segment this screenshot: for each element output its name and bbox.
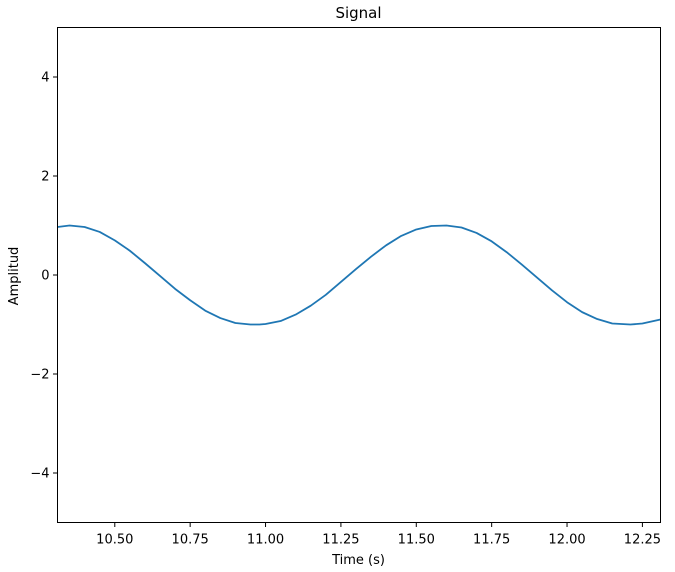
y-tick-label: −4 bbox=[30, 467, 49, 482]
x-tick-label: 12.00 bbox=[548, 533, 585, 548]
x-tick-label: 11.75 bbox=[473, 533, 510, 548]
y-axis-ticks: −4 −2 0 2 4 bbox=[30, 71, 58, 482]
chart-title: Signal bbox=[335, 4, 381, 22]
x-tick-label: 10.50 bbox=[96, 533, 133, 548]
x-tick-label: 12.25 bbox=[624, 533, 661, 548]
y-tick-label: 4 bbox=[41, 71, 49, 86]
y-axis-label: Amplitud bbox=[7, 247, 22, 306]
x-axis-label: Time (s) bbox=[331, 553, 385, 568]
axes-frame bbox=[57, 27, 661, 523]
x-tick-label: 11.50 bbox=[398, 533, 435, 548]
y-tick-label: −2 bbox=[30, 368, 49, 383]
plot-area bbox=[57, 224, 661, 326]
signal-series-line bbox=[57, 224, 661, 326]
x-axis-ticks: 10.50 10.75 11.00 11.25 11.50 11.75 12.00 12.25 bbox=[96, 522, 661, 548]
x-tick-label: 11.00 bbox=[247, 533, 284, 548]
y-tick-label: 0 bbox=[41, 269, 49, 284]
y-tick-label: 2 bbox=[41, 170, 49, 185]
x-tick-label: 11.25 bbox=[322, 533, 359, 548]
x-tick-label: 10.75 bbox=[172, 533, 209, 548]
